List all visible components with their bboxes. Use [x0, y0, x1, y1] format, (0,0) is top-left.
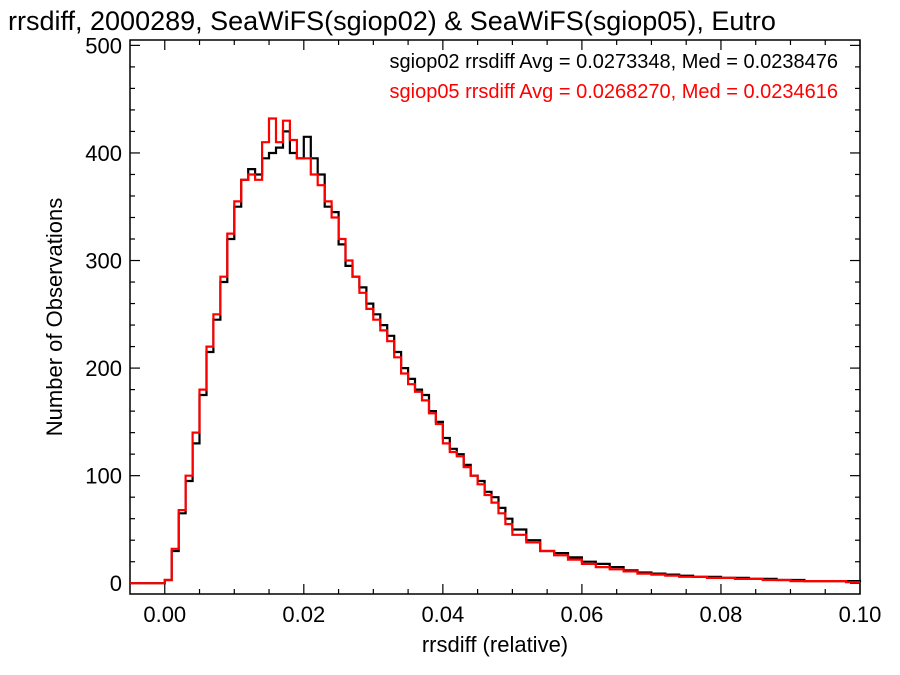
- series-2-line: [130, 117, 860, 585]
- series-1-line: [130, 130, 862, 585]
- x-axis-label: rrsdiff (relative): [422, 632, 568, 657]
- x-tick-label: 0.10: [839, 602, 882, 627]
- plot-border: [129, 39, 861, 595]
- x-tick-label: 0.06: [560, 602, 603, 627]
- y-tick-label: 200: [85, 356, 122, 381]
- x-tick-label: 0.08: [700, 602, 743, 627]
- series-layer: [130, 117, 862, 585]
- y-axis-label: Number of Observations: [42, 198, 67, 436]
- y-tick-label: 300: [85, 249, 122, 274]
- y-tick-label: 0: [110, 571, 122, 596]
- x-tick-label: 0.02: [282, 602, 325, 627]
- x-axis-ticks: 0.00 0.02 0.04 0.06 0.08 0.10: [143, 40, 881, 627]
- x-tick-label: 0.04: [421, 602, 464, 627]
- chart-title: rrsdiff, 2000289, SeaWiFS(sgiop02) & Sea…: [8, 6, 776, 36]
- x-tick-label: 0.00: [143, 602, 186, 627]
- y-axis-ticks: 0 100 200 300 400 500: [85, 33, 860, 596]
- y-tick-label: 100: [85, 464, 122, 489]
- plot-frame: [129, 39, 861, 595]
- legend-entry-sgiop02: sgiop02 rrsdiff Avg = 0.0273348, Med = 0…: [390, 51, 839, 73]
- y-tick-label: 500: [85, 33, 122, 58]
- legend-entry-sgiop05: sgiop05 rrsdiff Avg = 0.0268270, Med = 0…: [390, 81, 839, 103]
- y-tick-label: 400: [85, 141, 122, 166]
